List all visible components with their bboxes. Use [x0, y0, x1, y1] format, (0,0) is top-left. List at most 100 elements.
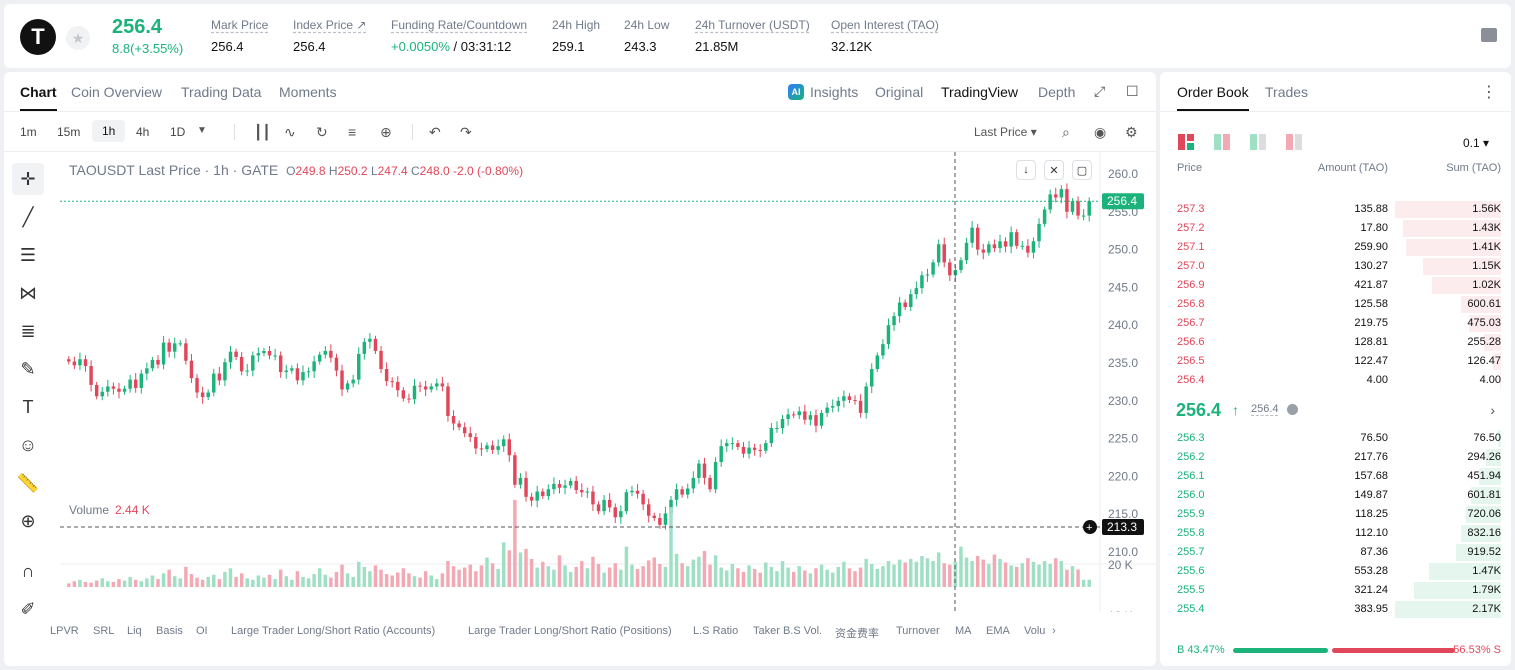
redo-icon[interactable]: ↷ [460, 124, 472, 140]
ask-row[interactable]: 257.2 17.80 1.43K [1160, 219, 1511, 238]
template-icon[interactable]: ≡ [348, 124, 357, 140]
tab-chart[interactable]: Chart [20, 84, 57, 111]
interval-1d[interactable]: 1D [170, 125, 186, 139]
expand-icon[interactable]: ⤢ [1094, 83, 1106, 99]
guide-book-icon[interactable] [1481, 28, 1497, 42]
bid-row[interactable]: 255.7 87.36 919.52 [1160, 543, 1511, 562]
chevron-right-icon[interactable]: › [1490, 402, 1495, 418]
view-original[interactable]: Original [875, 84, 924, 100]
restore-icon[interactable]: ▢ [1072, 160, 1092, 180]
search-icon[interactable]: ⌕ [1062, 124, 1070, 140]
undo-icon[interactable]: ↶ [429, 124, 441, 140]
candle-body [412, 385, 417, 400]
camera-icon[interactable]: ◉ [1094, 124, 1107, 140]
more-menu-icon[interactable]: ⋮ [1481, 84, 1497, 101]
view-depth[interactable]: Depth [1038, 84, 1076, 100]
interval-dropdown-icon[interactable]: ▼ [197, 125, 207, 136]
tab-order-book[interactable]: Order Book [1177, 84, 1249, 111]
trend-line-icon[interactable]: ╱ [22, 206, 34, 227]
indicator-item[interactable]: LPVR [50, 625, 79, 637]
tab-trades[interactable]: Trades [1265, 84, 1309, 100]
candlestick-chart[interactable]: 260.0255.0250.0245.0240.0235.0230.0225.0… [60, 152, 1156, 612]
fullscreen-icon[interactable]: ☐ [1126, 83, 1139, 99]
bid-row[interactable]: 256.2 217.76 294.26 [1160, 448, 1511, 467]
tab-trading-data[interactable]: Trading Data [181, 84, 262, 100]
bid-row[interactable]: 255.5 321.24 1.79K [1160, 581, 1511, 600]
ask-row[interactable]: 256.8 125.58 600.61 [1160, 295, 1511, 314]
bid-row[interactable]: 255.6 553.28 1.47K [1160, 562, 1511, 581]
bid-row[interactable]: 256.3 76.50 76.50 [1160, 429, 1511, 448]
candle-body [691, 477, 696, 489]
view-asks-icon[interactable] [1286, 134, 1302, 150]
ask-row[interactable]: 256.6 128.81 255.28 [1160, 333, 1511, 352]
view-both-icon[interactable] [1178, 134, 1194, 150]
candle-body [981, 249, 985, 253]
view-split-icon[interactable] [1214, 134, 1230, 150]
ask-row[interactable]: 256.7 219.75 475.03 [1160, 314, 1511, 333]
bid-row[interactable]: 255.9 118.25 720.06 [1160, 505, 1511, 524]
indicators-icon[interactable]: ∿ [284, 124, 296, 140]
bid-row[interactable]: 256.0 149.87 601.81 [1160, 486, 1511, 505]
zoom-in-icon[interactable]: ⊕ [20, 510, 36, 531]
indicator-item[interactable]: OI [196, 625, 208, 637]
horizontal-lines-icon[interactable]: ☰ [19, 244, 37, 265]
candle-body [451, 415, 456, 424]
price-type-select[interactable]: Last Price ▾ [974, 125, 1037, 139]
interval-4h[interactable]: 4h [136, 125, 150, 139]
indicator-item[interactable]: 资金费率 [835, 628, 879, 640]
indicator-item[interactable]: Turnover [896, 625, 940, 637]
stat-index-price[interactable]: Index Price ↗ 256.4 [293, 18, 367, 54]
magnet-icon[interactable]: ∩ [21, 560, 35, 581]
indicator-item[interactable]: EMA [986, 625, 1010, 637]
chart-tabs: Chart Coin Overview Trading Data Moments… [4, 72, 1156, 112]
ask-row[interactable]: 256.9 421.87 1.02K [1160, 276, 1511, 295]
bid-row[interactable]: 256.1 157.68 451.94 [1160, 467, 1511, 486]
ask-row[interactable]: 257.3 135.88 1.56K [1160, 200, 1511, 219]
fib-icon[interactable]: ≣ [20, 320, 36, 341]
indicator-item[interactable]: L.S Ratio [693, 625, 739, 637]
indicator-item[interactable]: Volu [1024, 625, 1046, 637]
view-tradingview[interactable]: TradingView [941, 84, 1019, 100]
compare-icon[interactable]: ↻ [316, 124, 328, 140]
chevron-right-icon[interactable]: › [1052, 625, 1056, 637]
indicator-item[interactable]: MA [955, 625, 972, 637]
tick-size-select[interactable]: 0.1 ▾ [1462, 136, 1489, 150]
interval-1m[interactable]: 1m [20, 125, 37, 139]
volume-bar [278, 569, 283, 587]
tab-moments[interactable]: Moments [279, 84, 337, 100]
scroll-down-icon[interactable]: ↓ [1016, 160, 1036, 180]
view-bids-icon[interactable] [1250, 134, 1266, 150]
indicator-item[interactable]: Large Trader Long/Short Ratio (Positions… [468, 625, 672, 637]
ask-row[interactable]: 257.1 259.90 1.41K [1160, 238, 1511, 257]
interval-1h[interactable]: 1h [92, 120, 126, 142]
brush-icon[interactable]: ✎ [20, 358, 36, 379]
interval-15m[interactable]: 15m [57, 125, 81, 139]
add-alert-icon[interactable]: ⊕ [380, 124, 392, 140]
price-tick-label: 230.0 [1108, 394, 1138, 408]
indicator-item[interactable]: Liq [127, 625, 142, 637]
ask-row[interactable]: 256.5 122.47 126.47 [1160, 352, 1511, 371]
text-tool-icon[interactable]: T [22, 396, 34, 417]
favorite-star-icon[interactable]: ★ [66, 26, 90, 50]
emoji-icon[interactable]: ☺ [18, 434, 38, 455]
indicator-item[interactable]: Taker B.S Vol. [753, 625, 823, 637]
ask-row[interactable]: 256.4 4.00 4.00 [1160, 371, 1511, 390]
candle-body [853, 400, 857, 402]
indicator-item[interactable]: Large Trader Long/Short Ratio (Accounts) [231, 625, 436, 637]
depth-bar [1460, 296, 1501, 313]
bid-row[interactable]: 255.8 112.10 832.16 [1160, 524, 1511, 543]
eraser-icon[interactable]: ✐ [20, 598, 36, 619]
tab-coin-overview[interactable]: Coin Overview [71, 84, 163, 100]
candle-type-icon[interactable]: ┃┃ [254, 124, 271, 140]
indicator-item[interactable]: SRL [93, 625, 115, 637]
pattern-icon[interactable]: ⋈ [19, 282, 37, 303]
view-insights[interactable]: Insights [810, 84, 859, 100]
indicator-item[interactable]: Basis [156, 625, 183, 637]
ask-row[interactable]: 257.0 130.27 1.15K [1160, 257, 1511, 276]
ruler-icon[interactable]: 📏 [16, 472, 40, 493]
collapse-icon[interactable]: ✕ [1044, 160, 1064, 180]
settings-gear-icon[interactable]: ⚙ [1125, 124, 1138, 140]
crosshair-icon[interactable]: ✛ [12, 163, 44, 195]
candle-body [607, 499, 612, 508]
bid-row[interactable]: 255.4 383.95 2.17K [1160, 600, 1511, 619]
